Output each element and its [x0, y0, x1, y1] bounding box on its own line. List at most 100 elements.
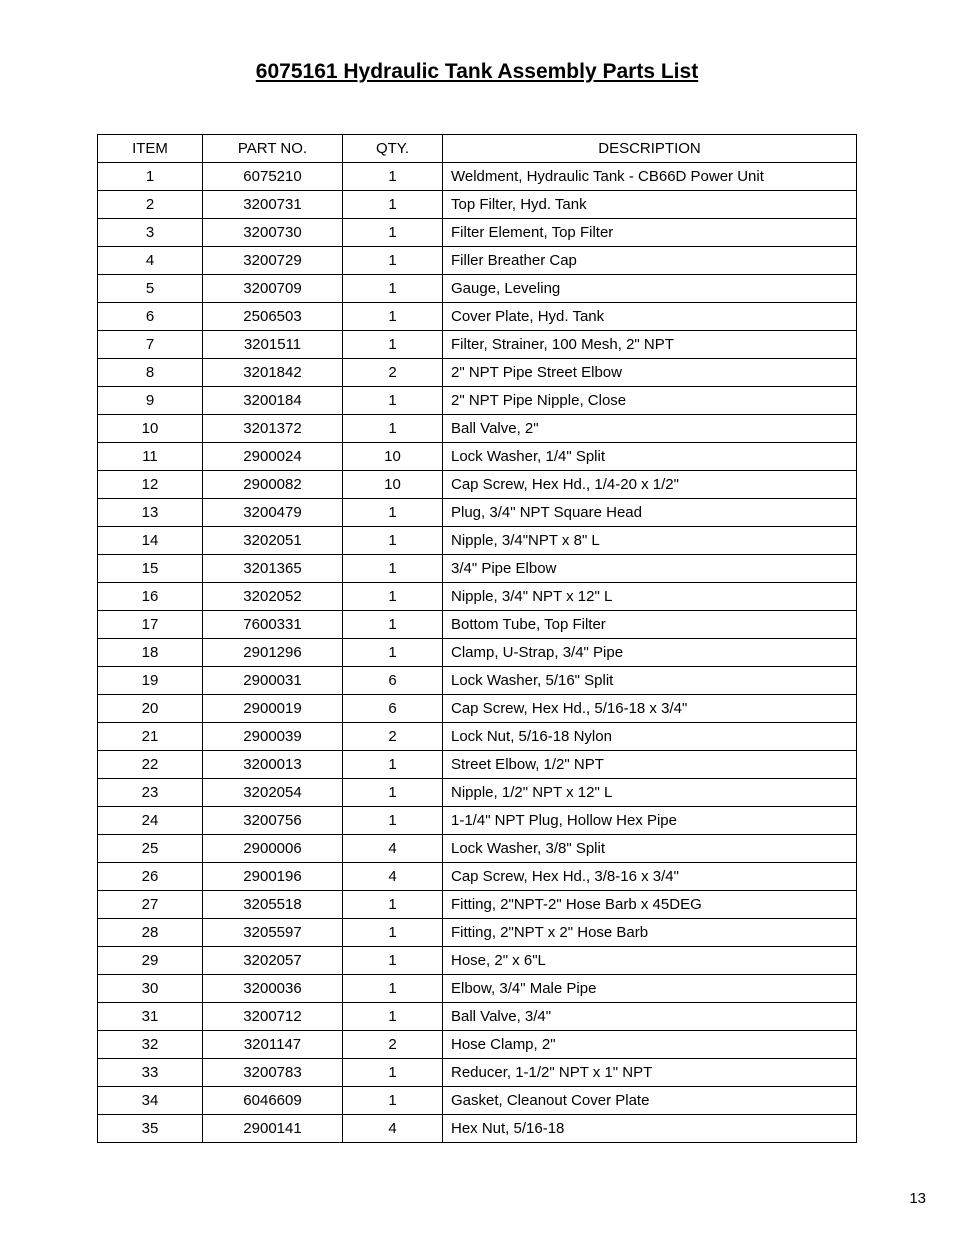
cell-desc: Filter Element, Top Filter — [443, 219, 857, 247]
cell-desc: Gasket, Cleanout Cover Plate — [443, 1087, 857, 1115]
cell-qty: 1 — [343, 779, 443, 807]
table-row: 2732055181Fitting, 2"NPT-2" Hose Barb x … — [98, 891, 857, 919]
parts-table: ITEM PART NO. QTY. DESCRIPTION 160752101… — [97, 134, 857, 1143]
cell-desc: Elbow, 3/4" Male Pipe — [443, 975, 857, 1003]
cell-item: 4 — [98, 247, 203, 275]
cell-qty: 1 — [343, 1003, 443, 1031]
cell-qty: 1 — [343, 191, 443, 219]
cell-desc: Filter, Strainer, 100 Mesh, 2" NPT — [443, 331, 857, 359]
table-row: 1632020521Nipple, 3/4" NPT x 12" L — [98, 583, 857, 611]
cell-desc: Top Filter, Hyd. Tank — [443, 191, 857, 219]
cell-part: 3201511 — [203, 331, 343, 359]
cell-qty: 1 — [343, 331, 443, 359]
cell-desc: Cover Plate, Hyd. Tank — [443, 303, 857, 331]
table-row: 160752101Weldment, Hydraulic Tank - CB66… — [98, 163, 857, 191]
cell-item: 23 — [98, 779, 203, 807]
cell-item: 2 — [98, 191, 203, 219]
col-header-qty: QTY. — [343, 135, 443, 163]
cell-qty: 1 — [343, 415, 443, 443]
table-row: 15320136513/4" Pipe Elbow — [98, 555, 857, 583]
cell-part: 3200479 — [203, 499, 343, 527]
cell-desc: Cap Screw, Hex Hd., 5/16-18 x 3/4" — [443, 695, 857, 723]
table-row: 2332020541Nipple, 1/2" NPT x 12" L — [98, 779, 857, 807]
cell-item: 7 — [98, 331, 203, 359]
cell-part: 2900031 — [203, 667, 343, 695]
cell-item: 28 — [98, 919, 203, 947]
table-row: 12290008210Cap Screw, Hex Hd., 1/4-20 x … — [98, 471, 857, 499]
cell-part: 2506503 — [203, 303, 343, 331]
cell-part: 3202051 — [203, 527, 343, 555]
cell-part: 3200184 — [203, 387, 343, 415]
cell-item: 11 — [98, 443, 203, 471]
cell-item: 16 — [98, 583, 203, 611]
cell-part: 2900006 — [203, 835, 343, 863]
cell-qty: 1 — [343, 387, 443, 415]
cell-desc: Ball Valve, 2" — [443, 415, 857, 443]
cell-desc: Nipple, 3/4"NPT x 8" L — [443, 527, 857, 555]
cell-part: 3202052 — [203, 583, 343, 611]
table-row: 332007301Filter Element, Top Filter — [98, 219, 857, 247]
cell-qty: 1 — [343, 163, 443, 191]
cell-desc: Hose, 2" x 6"L — [443, 947, 857, 975]
cell-part: 2900024 — [203, 443, 343, 471]
cell-item: 18 — [98, 639, 203, 667]
table-row: 2529000064Lock Washer, 3/8" Split — [98, 835, 857, 863]
cell-qty: 1 — [343, 751, 443, 779]
cell-desc: 3/4" Pipe Elbow — [443, 555, 857, 583]
cell-desc: Hex Nut, 5/16-18 — [443, 1115, 857, 1143]
cell-qty: 1 — [343, 947, 443, 975]
cell-qty: 2 — [343, 359, 443, 387]
cell-item: 33 — [98, 1059, 203, 1087]
cell-desc: Cap Screw, Hex Hd., 3/8-16 x 3/4" — [443, 863, 857, 891]
cell-desc: 1-1/4" NPT Plug, Hollow Hex Pipe — [443, 807, 857, 835]
table-row: 732015111Filter, Strainer, 100 Mesh, 2" … — [98, 331, 857, 359]
cell-qty: 1 — [343, 891, 443, 919]
cell-desc: Plug, 3/4" NPT Square Head — [443, 499, 857, 527]
cell-qty: 1 — [343, 555, 443, 583]
cell-part: 3201147 — [203, 1031, 343, 1059]
cell-item: 26 — [98, 863, 203, 891]
cell-qty: 1 — [343, 499, 443, 527]
cell-qty: 1 — [343, 975, 443, 1003]
table-row: 8320184222" NPT Pipe Street Elbow — [98, 359, 857, 387]
cell-item: 21 — [98, 723, 203, 751]
cell-desc: Lock Washer, 1/4" Split — [443, 443, 857, 471]
cell-item: 6 — [98, 303, 203, 331]
cell-qty: 1 — [343, 639, 443, 667]
cell-desc: Cap Screw, Hex Hd., 1/4-20 x 1/2" — [443, 471, 857, 499]
table-row: 2232000131Street Elbow, 1/2" NPT — [98, 751, 857, 779]
cell-item: 32 — [98, 1031, 203, 1059]
cell-qty: 1 — [343, 583, 443, 611]
cell-desc: Nipple, 3/4" NPT x 12" L — [443, 583, 857, 611]
cell-item: 35 — [98, 1115, 203, 1143]
table-row: 3032000361Elbow, 3/4" Male Pipe — [98, 975, 857, 1003]
cell-part: 2900082 — [203, 471, 343, 499]
cell-part: 3202057 — [203, 947, 343, 975]
cell-item: 31 — [98, 1003, 203, 1031]
cell-part: 2900039 — [203, 723, 343, 751]
cell-part: 2900196 — [203, 863, 343, 891]
table-row: 24320075611-1/4" NPT Plug, Hollow Hex Pi… — [98, 807, 857, 835]
table-body: 160752101Weldment, Hydraulic Tank - CB66… — [98, 163, 857, 1143]
table-row: 432007291Filler Breather Cap — [98, 247, 857, 275]
cell-desc: Ball Valve, 3/4" — [443, 1003, 857, 1031]
cell-item: 29 — [98, 947, 203, 975]
cell-item: 10 — [98, 415, 203, 443]
table-row: 625065031Cover Plate, Hyd. Tank — [98, 303, 857, 331]
cell-part: 2900141 — [203, 1115, 343, 1143]
cell-part: 3201842 — [203, 359, 343, 387]
table-row: 232007311Top Filter, Hyd. Tank — [98, 191, 857, 219]
cell-desc: Bottom Tube, Top Filter — [443, 611, 857, 639]
table-row: 1032013721Ball Valve, 2" — [98, 415, 857, 443]
cell-desc: Hose Clamp, 2" — [443, 1031, 857, 1059]
cell-qty: 2 — [343, 1031, 443, 1059]
cell-part: 3200712 — [203, 1003, 343, 1031]
table-row: 9320018412" NPT Pipe Nipple, Close — [98, 387, 857, 415]
cell-qty: 2 — [343, 723, 443, 751]
cell-part: 3200036 — [203, 975, 343, 1003]
col-header-desc: DESCRIPTION — [443, 135, 857, 163]
table-row: 3332007831Reducer, 1-1/2" NPT x 1" NPT — [98, 1059, 857, 1087]
cell-desc: Gauge, Leveling — [443, 275, 857, 303]
cell-item: 34 — [98, 1087, 203, 1115]
cell-qty: 1 — [343, 1087, 443, 1115]
